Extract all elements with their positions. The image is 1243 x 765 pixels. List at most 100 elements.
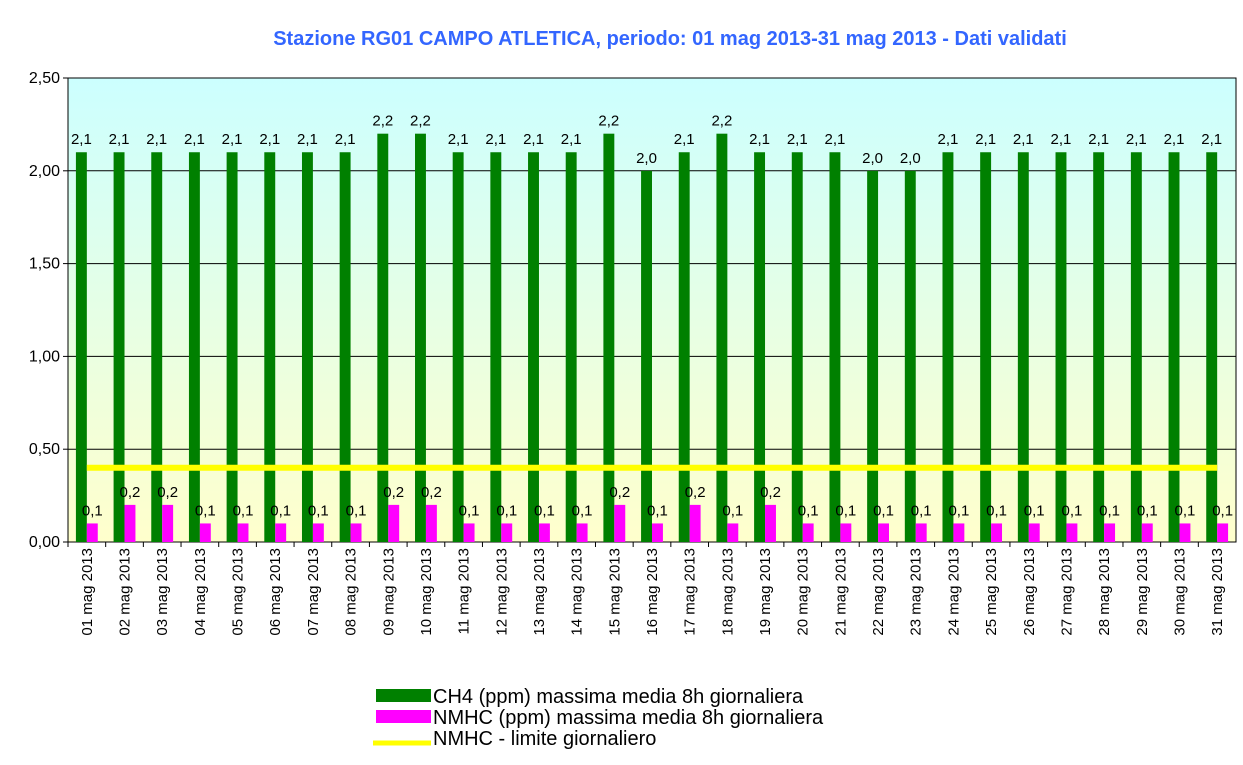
bar (312, 523, 324, 542)
data-label: 2,1 (297, 131, 318, 148)
bar (991, 523, 1003, 542)
data-label: 2,1 (824, 131, 845, 148)
x-tick-label: 12 mag 2013 (493, 548, 510, 636)
bar (1104, 523, 1116, 542)
data-label: 0,1 (534, 502, 555, 519)
bar (652, 523, 663, 542)
data-label: 2,1 (109, 131, 130, 148)
data-label: 0,2 (421, 484, 442, 501)
bar (75, 152, 87, 543)
bar (1217, 523, 1229, 542)
legend-swatch (376, 710, 431, 723)
data-label: 2,1 (1126, 131, 1147, 148)
x-tick-label: 31 mag 2013 (1209, 548, 1226, 636)
data-label: 2,0 (862, 150, 883, 167)
bar (716, 133, 728, 542)
data-label: 2,1 (1201, 131, 1222, 148)
bar (1168, 152, 1180, 543)
bar (538, 523, 550, 542)
data-label: 0,1 (572, 502, 593, 519)
bar (641, 170, 652, 543)
data-label: 0,1 (873, 502, 894, 519)
x-tick-label: 03 mag 2013 (154, 548, 171, 636)
legend-swatch (376, 689, 431, 702)
bar (603, 133, 615, 542)
bar (689, 504, 701, 542)
data-label: 0,1 (722, 502, 743, 519)
x-tick-label: 28 mag 2013 (1096, 548, 1113, 636)
data-label: 2,1 (787, 131, 808, 148)
data-label: 2,1 (674, 131, 695, 148)
bar (802, 523, 814, 542)
bar (754, 152, 766, 543)
data-label: 0,1 (1061, 502, 1082, 519)
bar (124, 504, 136, 542)
bar (1066, 523, 1078, 542)
bar (425, 504, 437, 542)
data-label: 2,1 (335, 131, 356, 148)
data-label: 2,1 (222, 131, 243, 148)
data-label: 0,1 (1137, 502, 1158, 519)
data-label: 0,1 (911, 502, 932, 519)
data-label: 0,2 (383, 484, 404, 501)
data-label: 0,1 (798, 502, 819, 519)
bar (1028, 523, 1040, 542)
bar (765, 504, 776, 542)
bar (1206, 152, 1218, 543)
x-tick-label: 24 mag 2013 (945, 548, 962, 636)
bar (388, 504, 400, 542)
bar (463, 523, 475, 542)
data-label: 0,1 (1212, 502, 1233, 519)
y-tick-label: 1,50 (29, 256, 60, 273)
bar (829, 152, 841, 543)
chart-title: Stazione RG01 CAMPO ATLETICA, periodo: 0… (273, 28, 1067, 50)
bar (576, 523, 588, 542)
data-label: 0,1 (986, 502, 1007, 519)
x-tick-label: 29 mag 2013 (1134, 548, 1151, 636)
data-label: 0,1 (308, 502, 329, 519)
data-label: 2,1 (184, 131, 205, 148)
bar (614, 504, 626, 542)
data-label: 2,2 (711, 113, 732, 130)
data-label: 2,2 (410, 113, 431, 130)
data-label: 2,0 (636, 150, 657, 167)
data-label: 2,1 (561, 131, 582, 148)
bar (264, 152, 276, 543)
bar (275, 523, 287, 542)
bar (151, 152, 163, 543)
data-label: 0,2 (120, 484, 141, 501)
bar (1055, 152, 1067, 543)
x-tick-label: 09 mag 2013 (380, 548, 397, 636)
data-label: 0,1 (948, 502, 969, 519)
bar (415, 133, 426, 542)
data-label: 2,1 (485, 131, 506, 148)
data-label: 0,2 (609, 484, 630, 501)
x-tick-label: 04 mag 2013 (192, 548, 209, 636)
data-label: 0,2 (157, 484, 178, 501)
bar (1179, 523, 1191, 542)
data-label: 2,1 (1051, 131, 1072, 148)
bar (86, 523, 98, 542)
x-tick-label: 26 mag 2013 (1021, 548, 1038, 636)
bar (678, 152, 690, 543)
data-label: 2,1 (259, 131, 280, 148)
bar (915, 523, 927, 542)
bar (727, 523, 739, 542)
data-label: 2,1 (749, 131, 770, 148)
data-label: 2,1 (523, 131, 544, 148)
data-label: 2,1 (1013, 131, 1034, 148)
data-label: 0,1 (195, 502, 216, 519)
bar (565, 152, 577, 543)
bar (226, 152, 238, 543)
bar (377, 133, 389, 542)
y-tick-label: 0,00 (29, 534, 60, 551)
data-label: 0,1 (835, 502, 856, 519)
data-label: 2,1 (146, 131, 167, 148)
data-label: 2,1 (975, 131, 996, 148)
data-label: 2,1 (71, 131, 92, 148)
data-label: 2,1 (938, 131, 959, 148)
bar (791, 152, 803, 543)
data-label: 2,1 (1088, 131, 1109, 148)
x-tick-label: 19 mag 2013 (757, 548, 774, 636)
